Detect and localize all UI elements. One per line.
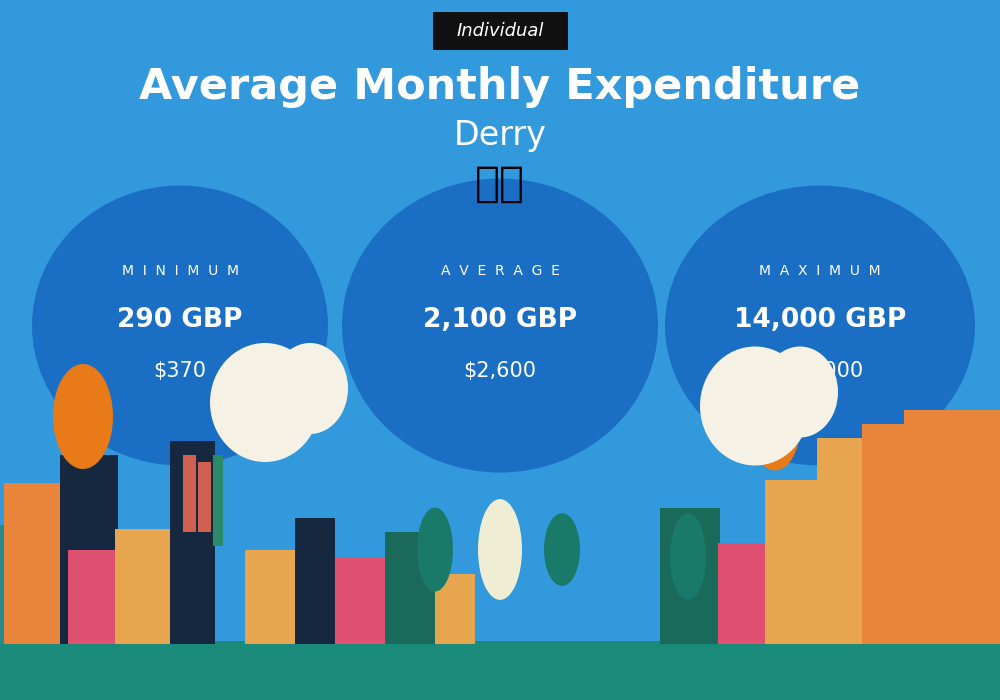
Ellipse shape [670,513,706,600]
Text: M  I  N  I  M  U  M: M I N I M U M [122,264,239,278]
Text: Individual: Individual [456,22,544,40]
Text: $17,000: $17,000 [777,361,863,381]
Bar [0,525,40,644]
Bar [60,455,118,644]
Bar [385,532,435,644]
Bar [335,556,385,644]
Text: $370: $370 [154,361,207,381]
Text: Average Monthly Expenditure: Average Monthly Expenditure [139,66,861,108]
Text: $2,600: $2,600 [464,361,536,381]
Bar [718,542,768,644]
Text: M  A  X  I  M  U  M: M A X I M U M [759,264,881,278]
Bar [660,508,720,644]
FancyBboxPatch shape [432,12,568,50]
Text: Derry: Derry [454,119,546,153]
Bar [115,528,173,644]
Text: 290 GBP: 290 GBP [117,307,243,333]
Ellipse shape [272,343,348,434]
Ellipse shape [210,343,320,462]
Bar [765,480,820,644]
Bar [817,438,867,644]
Bar [198,462,211,532]
Bar [904,410,1000,644]
Ellipse shape [665,186,975,466]
Ellipse shape [53,364,113,469]
Bar [862,424,907,644]
Text: 2,100 GBP: 2,100 GBP [423,307,577,333]
Bar [295,518,335,644]
Bar [0,640,1000,700]
Text: A  V  E  R  A  G  E: A V E R A G E [441,264,559,278]
Ellipse shape [700,346,810,466]
Bar [213,455,223,546]
Text: 14,000 GBP: 14,000 GBP [734,307,906,333]
Ellipse shape [750,384,800,470]
Bar [4,483,61,644]
Text: 🇬🇧: 🇬🇧 [475,162,525,204]
Bar [68,550,116,644]
Bar [183,455,196,532]
Ellipse shape [417,508,453,592]
Ellipse shape [478,499,522,600]
Bar [435,574,475,644]
Ellipse shape [32,186,328,466]
Ellipse shape [762,346,838,438]
Ellipse shape [342,178,658,472]
Ellipse shape [544,513,580,586]
Bar [245,550,300,644]
Bar [170,441,215,644]
